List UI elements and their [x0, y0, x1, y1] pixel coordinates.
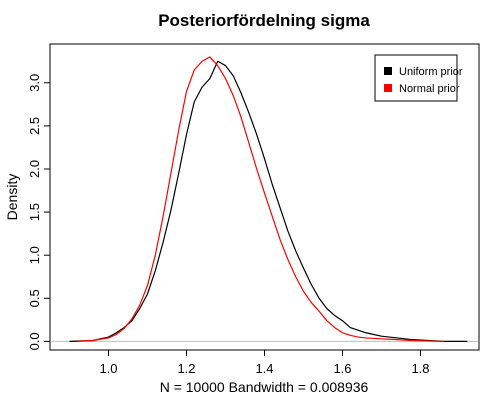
x-tick-label: 1.6 [333, 361, 351, 376]
legend-swatch-normal [384, 84, 392, 92]
x-tick-label: 1.4 [255, 361, 273, 376]
legend: Uniform prior Normal prior [374, 54, 463, 102]
legend-box [374, 54, 458, 102]
chart-title: Posteriorfördelning sigma [158, 11, 370, 30]
legend-swatch-uniform [384, 67, 392, 75]
density-line-normal-prior [77, 56, 444, 342]
y-tick-label: 2.0 [27, 160, 42, 178]
y-tick-label: 2.5 [27, 117, 42, 135]
axis-ticks: 1.0 1.2 1.4 1.6 1.8 0.0 0.5 1.0 1.5 2.0 2.5 3.0 [27, 74, 430, 376]
x-axis-label: N = 10000 Bandwidth = 0.008936 [160, 379, 369, 395]
y-tick-label: 1.5 [27, 203, 42, 221]
x-tick-label: 1.2 [177, 361, 195, 376]
x-tick-label: 1.8 [411, 361, 429, 376]
y-tick-label: 3.0 [27, 74, 42, 92]
legend-label-normal: Normal prior [399, 83, 460, 95]
density-line-uniform-prior [69, 60, 468, 342]
y-tick-label: 1.0 [27, 246, 42, 264]
y-tick-label: 0.0 [27, 332, 42, 350]
series-lines [69, 56, 468, 342]
legend-label-uniform: Uniform prior [399, 66, 463, 78]
y-tick-label: 0.5 [27, 289, 42, 307]
y-axis-label: Density [4, 174, 20, 221]
x-tick-label: 1.0 [99, 361, 117, 376]
